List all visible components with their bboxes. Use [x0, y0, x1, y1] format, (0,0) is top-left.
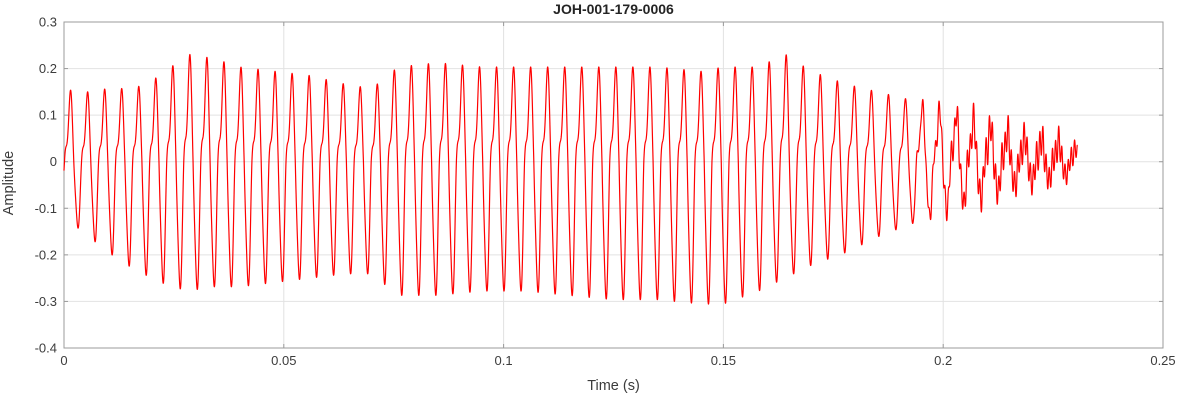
y-tick-label: 0	[50, 154, 57, 169]
y-tick-label: -0.4	[35, 341, 57, 356]
y-tick-label: -0.3	[35, 294, 57, 309]
x-tick-label: 0.1	[495, 353, 513, 368]
x-tick-label: 0.2	[934, 353, 952, 368]
y-tick-label: 0.2	[39, 61, 57, 76]
y-tick-label: 0.1	[39, 108, 57, 123]
x-axis-label: Time (s)	[587, 378, 640, 394]
x-tick-label: 0.15	[711, 353, 736, 368]
x-tick-label: 0.25	[1150, 353, 1175, 368]
axes-box	[63, 21, 1164, 349]
chart-title: JOH-001-179-0006	[553, 1, 674, 17]
x-tick-label: 0.05	[271, 353, 296, 368]
y-tick-label: 0.3	[39, 15, 57, 30]
waveform-line	[63, 53, 1078, 305]
y-tick-label: -0.1	[35, 201, 57, 216]
y-tick-label: -0.2	[35, 247, 57, 262]
x-tick-label: 0	[60, 353, 67, 368]
